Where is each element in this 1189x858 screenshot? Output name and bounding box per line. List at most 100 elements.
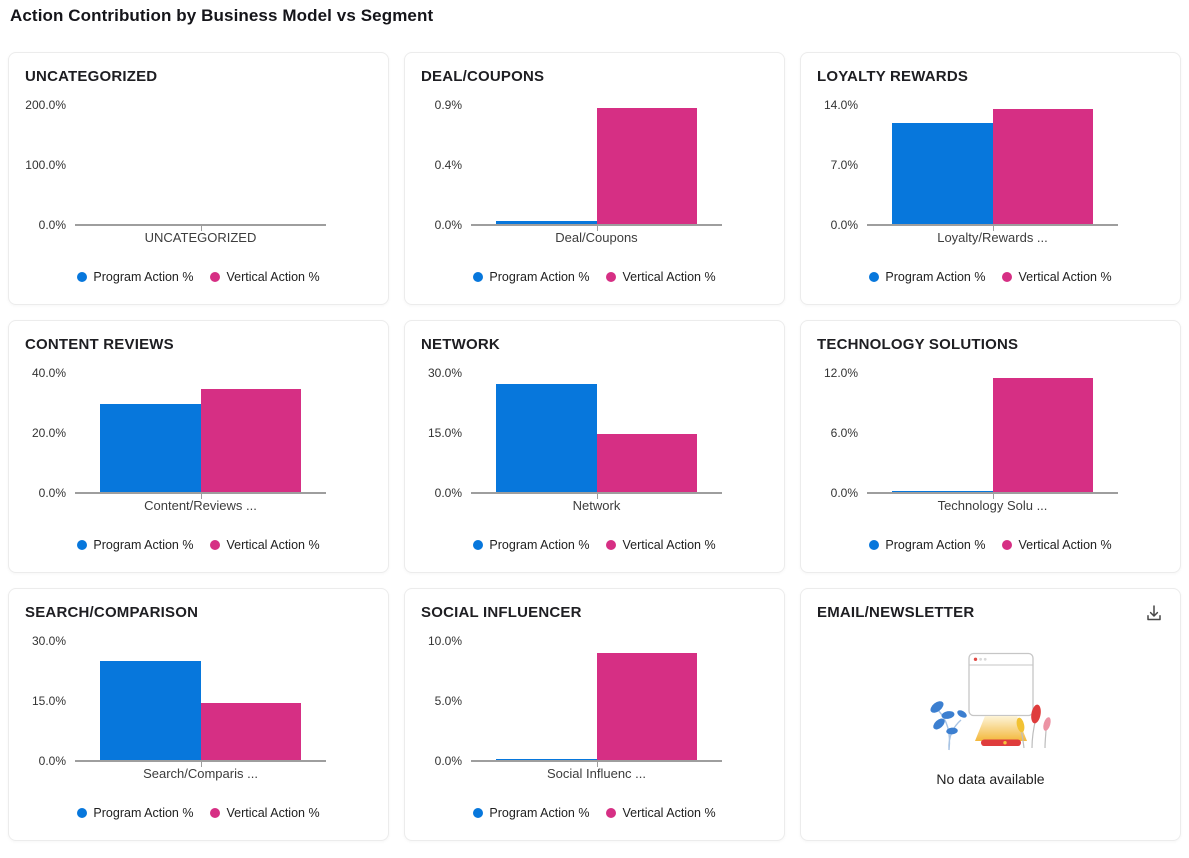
bar-group bbox=[100, 105, 301, 225]
chart-card-deal-coupons: DEAL/COUPONS 0.9% 0.4% 0.0% Deal/Coupons Prog… bbox=[404, 52, 785, 305]
legend-item-vertical[interactable]: Vertical Action % bbox=[1002, 270, 1112, 284]
program-action-bar[interactable] bbox=[496, 221, 597, 225]
legend-item-program[interactable]: Program Action % bbox=[77, 538, 193, 552]
vertical-action-bar[interactable] bbox=[992, 378, 1093, 493]
legend-item-vertical[interactable]: Vertical Action % bbox=[210, 806, 320, 820]
x-axis-tick bbox=[992, 493, 994, 499]
program-legend-dot-icon bbox=[473, 540, 484, 550]
chart-card-uncategorized: UNCATEGORIZED 200.0% 100.0% 0.0% UNCATEGORIZ… bbox=[8, 52, 389, 305]
program-action-bar[interactable] bbox=[100, 403, 201, 493]
program-action-bar[interactable] bbox=[496, 383, 597, 493]
bar-chart: 30.0% 15.0% 0.0% Network bbox=[421, 366, 768, 521]
program-action-bar[interactable] bbox=[100, 661, 201, 761]
chart-legend: Program Action % Vertical Action % bbox=[25, 270, 372, 292]
no-data-message: No data available bbox=[936, 771, 1045, 787]
vertical-legend-dot-icon bbox=[210, 272, 221, 282]
card-header: LOYALTY REWARDS bbox=[817, 67, 1164, 87]
vertical-action-bar[interactable] bbox=[596, 433, 697, 493]
chart-card-content-reviews: CONTENT REVIEWS 40.0% 20.0% 0.0% Content/Rev… bbox=[8, 320, 389, 573]
x-axis-tick bbox=[596, 761, 598, 767]
legend-item-program[interactable]: Program Action % bbox=[473, 806, 589, 820]
legend-item-vertical[interactable]: Vertical Action % bbox=[210, 270, 320, 284]
x-axis-tick bbox=[596, 225, 598, 231]
charts-grid: UNCATEGORIZED 200.0% 100.0% 0.0% UNCATEGORIZ… bbox=[8, 52, 1181, 841]
vertical-action-bar[interactable] bbox=[596, 653, 697, 761]
legend-label: Vertical Action % bbox=[1018, 270, 1112, 284]
legend-item-program[interactable]: Program Action % bbox=[473, 538, 589, 552]
chart-title: EMAIL/NEWSLETTER bbox=[817, 604, 975, 621]
legend-item-program[interactable]: Program Action % bbox=[77, 270, 193, 284]
bar-group bbox=[496, 641, 697, 761]
program-action-bar[interactable] bbox=[892, 123, 993, 225]
legend-item-vertical[interactable]: Vertical Action % bbox=[606, 538, 716, 552]
card-header: CONTENT REVIEWS bbox=[25, 335, 372, 355]
legend-item-program[interactable]: Program Action % bbox=[869, 538, 985, 552]
y-tick-label: 5.0% bbox=[434, 694, 462, 708]
legend-item-vertical[interactable]: Vertical Action % bbox=[210, 538, 320, 552]
legend-item-vertical[interactable]: Vertical Action % bbox=[1002, 538, 1112, 552]
x-axis-tick bbox=[200, 761, 202, 767]
legend-item-vertical[interactable]: Vertical Action % bbox=[606, 270, 716, 284]
vertical-action-bar[interactable] bbox=[596, 107, 697, 225]
card-header: NETWORK bbox=[421, 335, 768, 355]
y-tick-label: 0.4% bbox=[434, 158, 462, 172]
legend-item-program[interactable]: Program Action % bbox=[869, 270, 985, 284]
chart-card-social-influencer: SOCIAL INFLUENCER 10.0% 5.0% 0.0% Social Inf… bbox=[404, 588, 785, 841]
vertical-action-bar[interactable] bbox=[992, 109, 1093, 225]
x-category-label: Content/Reviews ... bbox=[144, 498, 257, 513]
chart-legend: Program Action % Vertical Action % bbox=[25, 806, 372, 828]
y-axis: 30.0% 15.0% 0.0% bbox=[25, 634, 75, 768]
y-tick-label: 12.0% bbox=[823, 366, 858, 380]
legend-label: Program Action % bbox=[489, 806, 590, 820]
card-header: SEARCH/COMPARISON bbox=[25, 603, 372, 623]
chart-legend: Program Action % Vertical Action % bbox=[817, 538, 1164, 560]
vertical-legend-dot-icon bbox=[606, 540, 617, 550]
vertical-action-bar[interactable] bbox=[200, 388, 301, 493]
legend-label: Program Action % bbox=[489, 538, 590, 552]
chart-legend: Program Action % Vertical Action % bbox=[817, 270, 1164, 292]
program-legend-dot-icon bbox=[869, 540, 880, 550]
card-header: TECHNOLOGY SOLUTIONS bbox=[817, 335, 1164, 355]
legend-item-program[interactable]: Program Action % bbox=[77, 806, 193, 820]
program-legend-dot-icon bbox=[473, 808, 484, 818]
chart-card-network: NETWORK 30.0% 15.0% 0.0% Network Program Acti… bbox=[404, 320, 785, 573]
vertical-legend-dot-icon bbox=[606, 808, 617, 818]
chart-title: SEARCH/COMPARISON bbox=[25, 604, 199, 621]
y-tick-label: 15.0% bbox=[31, 694, 66, 708]
y-tick-label: 14.0% bbox=[823, 98, 858, 112]
chart-legend: Program Action % Vertical Action % bbox=[421, 538, 768, 560]
plot-area: Content/Reviews ... bbox=[75, 373, 326, 513]
x-category-label: Loyalty/Rewards ... bbox=[937, 230, 1048, 245]
y-tick-label: 10.0% bbox=[427, 634, 462, 648]
chart-legend: Program Action % Vertical Action % bbox=[421, 806, 768, 828]
plot-area: Loyalty/Rewards ... bbox=[867, 105, 1118, 245]
x-category-label: Technology Solu ... bbox=[937, 498, 1048, 513]
bar-group bbox=[496, 373, 697, 493]
vertical-action-bar[interactable] bbox=[200, 703, 301, 761]
program-legend-dot-icon bbox=[77, 808, 88, 818]
y-axis: 14.0% 7.0% 0.0% bbox=[817, 98, 867, 232]
plot-area: Social Influenc ... bbox=[471, 641, 722, 781]
legend-label: Vertical Action % bbox=[226, 806, 320, 820]
legend-label: Program Action % bbox=[93, 806, 194, 820]
download-icon[interactable] bbox=[1142, 601, 1166, 625]
program-legend-dot-icon bbox=[473, 272, 484, 282]
y-axis: 12.0% 6.0% 0.0% bbox=[817, 366, 867, 500]
no-data-illustration bbox=[929, 652, 1051, 751]
vertical-legend-dot-icon bbox=[606, 272, 617, 282]
program-legend-dot-icon bbox=[869, 272, 880, 282]
chart-title: DEAL/COUPONS bbox=[421, 68, 545, 85]
y-tick-label: 200.0% bbox=[25, 98, 66, 112]
y-tick-label: 40.0% bbox=[31, 366, 66, 380]
x-category-label: Social Influenc ... bbox=[547, 766, 646, 781]
plot-area: Deal/Coupons bbox=[471, 105, 722, 245]
legend-item-vertical[interactable]: Vertical Action % bbox=[606, 806, 716, 820]
legend-label: Program Action % bbox=[885, 538, 986, 552]
page-title: Action Contribution by Business Model vs… bbox=[10, 6, 434, 25]
y-tick-label: 6.0% bbox=[830, 426, 858, 440]
legend-item-program[interactable]: Program Action % bbox=[473, 270, 589, 284]
y-tick-label: 0.0% bbox=[830, 486, 858, 500]
x-category-label: Deal/Coupons bbox=[555, 230, 638, 245]
y-tick-label: 20.0% bbox=[31, 426, 66, 440]
